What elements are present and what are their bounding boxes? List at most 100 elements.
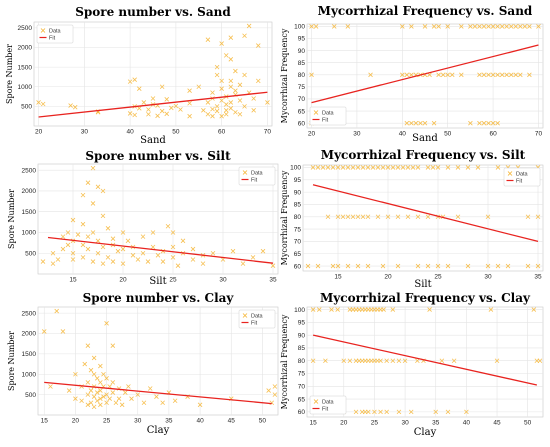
data-point xyxy=(230,248,236,254)
data-point xyxy=(335,214,341,220)
data-point xyxy=(436,72,441,78)
x-tick-label: 15 xyxy=(69,277,77,284)
data-point xyxy=(504,24,509,29)
data-point xyxy=(485,263,491,269)
data-point xyxy=(459,72,464,78)
data-point xyxy=(309,24,314,29)
data-point xyxy=(223,108,229,113)
data-point xyxy=(415,263,421,269)
data-point xyxy=(200,261,206,266)
data-point xyxy=(94,390,100,395)
data-point xyxy=(347,358,353,364)
data-point xyxy=(175,263,181,268)
legend-label-data: Data xyxy=(322,400,335,406)
chart-panel-6: 15 20 25 30 35 40 45 50 60 65 70 75 80 85 90 95 100 DataF… xyxy=(280,291,544,438)
data-point xyxy=(472,24,478,29)
data-point xyxy=(455,214,461,220)
data-point xyxy=(375,165,381,170)
data-point xyxy=(372,409,377,415)
data-point xyxy=(219,41,224,46)
data-point xyxy=(104,376,109,381)
data-point xyxy=(499,24,505,29)
data-point xyxy=(355,165,361,170)
data-point xyxy=(91,394,97,399)
data-point xyxy=(490,24,496,29)
legend-label-data: Data xyxy=(251,171,264,177)
data-point xyxy=(422,24,428,29)
data-point xyxy=(79,398,84,404)
data-point xyxy=(85,180,91,185)
data-point xyxy=(65,242,71,248)
data-point xyxy=(91,404,97,410)
data-point xyxy=(82,361,88,367)
data-point xyxy=(486,72,491,78)
data-point xyxy=(360,214,366,220)
data-point xyxy=(395,214,401,220)
data-point xyxy=(72,104,78,110)
x-tick-label: 30 xyxy=(134,418,142,425)
data-point xyxy=(70,257,76,262)
data-point xyxy=(135,257,141,262)
data-point xyxy=(88,367,94,373)
data-point xyxy=(415,358,420,364)
chart-panel-5: 15 20 25 30 35 40 45 50 500 1000 1500 2000 2500 DataF… xyxy=(7,291,279,436)
data-point xyxy=(90,201,96,206)
data-point xyxy=(233,109,238,115)
data-point xyxy=(100,261,106,266)
x-tick-label: 50 xyxy=(172,129,180,136)
data-point xyxy=(431,24,437,29)
data-point xyxy=(537,358,543,364)
chart-title: Mycorrhizal Frequency vs. Clay xyxy=(320,291,531,305)
chart-title: Spore number vs. Silt xyxy=(85,149,231,163)
data-point xyxy=(390,307,396,312)
data-point xyxy=(160,400,165,406)
data-point xyxy=(242,72,247,78)
data-point xyxy=(315,165,321,170)
data-point xyxy=(380,263,386,269)
data-point xyxy=(468,24,473,29)
data-point xyxy=(331,24,337,29)
x-tick-label: 40 xyxy=(196,418,204,425)
x-tick-label: 35 xyxy=(432,420,440,427)
data-point xyxy=(375,214,381,220)
data-point xyxy=(205,37,211,42)
data-point xyxy=(85,402,91,408)
data-point xyxy=(170,255,176,260)
legend-box xyxy=(238,309,276,329)
legend-label-fit: Fit xyxy=(516,179,523,185)
x-tick-label: 40 xyxy=(126,129,134,136)
x-tick-label: 20 xyxy=(340,420,348,427)
x-tick-label: 70 xyxy=(264,129,272,136)
y-tick-label: 2000 xyxy=(18,45,33,52)
data-point xyxy=(400,165,406,170)
data-point xyxy=(88,388,94,393)
data-point xyxy=(40,101,46,107)
x-tick-label: 15 xyxy=(310,420,318,427)
data-point xyxy=(201,108,206,113)
data-point xyxy=(91,355,97,361)
data-point xyxy=(159,84,165,90)
data-point xyxy=(169,105,174,111)
data-point xyxy=(445,409,451,415)
y-tick-label: 1000 xyxy=(22,230,37,237)
data-point xyxy=(305,263,311,269)
data-point xyxy=(246,23,252,29)
y-tick-label: 2500 xyxy=(22,167,37,174)
x-tick-label: 50 xyxy=(259,418,267,425)
data-point xyxy=(100,188,106,194)
data-point xyxy=(536,24,541,29)
data-point xyxy=(350,165,356,170)
data-point xyxy=(90,259,96,264)
data-point xyxy=(410,165,416,170)
data-point xyxy=(366,409,371,415)
data-point xyxy=(255,78,261,84)
data-point xyxy=(494,358,500,364)
data-point xyxy=(266,388,271,393)
data-point xyxy=(170,230,176,235)
legend-label-fit: Fit xyxy=(251,321,258,327)
data-point xyxy=(66,388,72,393)
data-point xyxy=(146,111,151,117)
x-tick-label: 20 xyxy=(119,277,127,284)
y-tick-label: 2000 xyxy=(22,331,37,338)
